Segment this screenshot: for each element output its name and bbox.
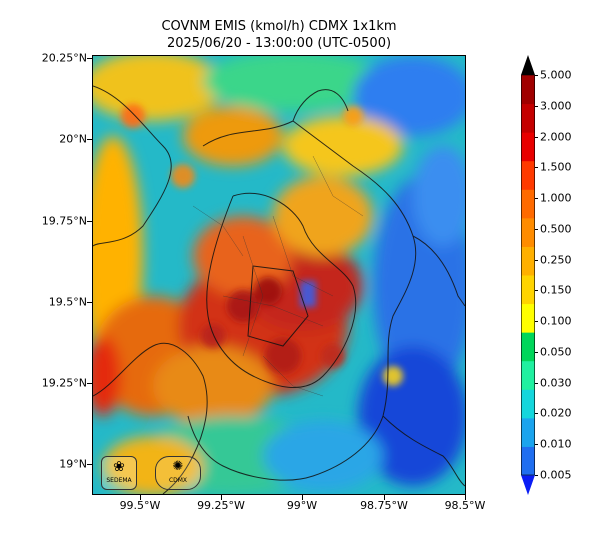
longitude-tick-mark bbox=[221, 495, 222, 500]
longitude-tick-label: 99.25°W bbox=[197, 499, 245, 512]
colorbar-max-arrow bbox=[521, 55, 535, 75]
latitude-tick-label: 20.25°N bbox=[41, 51, 87, 65]
longitude-tick-label: 99°W bbox=[286, 499, 318, 512]
latitude-tick-label: 20°N bbox=[59, 132, 87, 146]
second-logo: ✺ CDMX bbox=[155, 456, 201, 490]
sedema-logo: ❀ SEDEMA bbox=[101, 456, 137, 490]
latitude-tick-mark bbox=[87, 221, 92, 222]
colorbar-segment bbox=[521, 160, 535, 190]
colorbar-segment bbox=[521, 75, 535, 105]
colorbar-tick bbox=[535, 351, 538, 353]
latitude-tick-mark bbox=[87, 464, 92, 465]
latitude-tick-label: 19.5°N bbox=[48, 295, 87, 309]
colorbar-tick bbox=[535, 413, 538, 415]
colorbar-label: 5.000 bbox=[540, 68, 572, 82]
colorbar-segment bbox=[521, 446, 535, 476]
colorbar-label: 1.000 bbox=[540, 191, 572, 205]
colorbar-label: 2.000 bbox=[540, 130, 572, 144]
map-title: COVNM EMIS (kmol/h) CDMX 1x1km bbox=[161, 19, 397, 34]
sedema-logo-text: SEDEMA bbox=[106, 477, 132, 484]
colorbar-label: 0.030 bbox=[540, 376, 572, 390]
colorbar-tick bbox=[535, 167, 538, 169]
latitude-tick-mark bbox=[87, 58, 92, 59]
second-logo-text: CDMX bbox=[168, 477, 188, 484]
longitude-tick-mark bbox=[384, 495, 385, 500]
colorbar-segment bbox=[521, 275, 535, 305]
longitude-tick-label: 99.5°W bbox=[119, 499, 161, 512]
colorbar-label: 0.150 bbox=[540, 283, 572, 297]
latitude-tick-mark bbox=[87, 383, 92, 384]
tree-icon: ❀ bbox=[113, 459, 125, 475]
latitude-tick-mark bbox=[87, 302, 92, 303]
colorbar-tick bbox=[535, 228, 538, 230]
colorbar-tick bbox=[535, 382, 538, 384]
colorbar-segment bbox=[521, 217, 535, 247]
colorbar-tick bbox=[535, 136, 538, 138]
map-timestamp: 2025/06/20 - 13:00:00 (UTC-0500) bbox=[166, 36, 392, 51]
colorbar-label: 0.050 bbox=[540, 345, 572, 359]
colorbar-segment bbox=[521, 246, 535, 276]
emissions-field bbox=[93, 56, 465, 494]
colorbar-tick bbox=[535, 198, 538, 200]
colorbar-tick bbox=[535, 105, 538, 107]
longitude-tick-mark bbox=[140, 495, 141, 500]
colorbar-tick bbox=[535, 290, 538, 292]
latitude-tick-label: 19.25°N bbox=[41, 376, 87, 390]
longitude-tick-mark bbox=[465, 495, 466, 500]
colorbar-label: 0.010 bbox=[540, 437, 572, 451]
colorbar-outline bbox=[521, 74, 535, 476]
colorbar-segment bbox=[521, 103, 535, 133]
emissions-map: ❀ SEDEMA ✺ CDMX bbox=[92, 55, 466, 495]
longitude-tick-label: 98.5°W bbox=[444, 499, 486, 512]
colorbar-label: 3.000 bbox=[540, 99, 572, 113]
colorbar-tick bbox=[535, 321, 538, 323]
latitude-tick-mark bbox=[87, 139, 92, 140]
colorbar-tick bbox=[535, 75, 538, 76]
colorbar-label: 0.250 bbox=[540, 253, 572, 267]
colorbar-label: 0.100 bbox=[540, 314, 572, 328]
latitude-tick-label: 19°N bbox=[59, 457, 87, 471]
emblem-icon: ✺ bbox=[172, 459, 184, 474]
colorbar-segment bbox=[521, 189, 535, 219]
colorbar-label: 1.500 bbox=[540, 160, 572, 174]
longitude-tick-label: 98.75°W bbox=[360, 499, 408, 512]
longitude-tick-mark bbox=[302, 495, 303, 500]
colorbar-min-arrow bbox=[521, 475, 535, 495]
colorbar bbox=[521, 55, 535, 495]
colorbar-tick bbox=[535, 444, 538, 446]
colorbar-segment bbox=[521, 332, 535, 362]
colorbar-segment bbox=[521, 132, 535, 162]
colorbar-tick bbox=[535, 259, 538, 261]
colorbar-segment bbox=[521, 360, 535, 390]
latitude-tick-label: 19.75°N bbox=[41, 214, 87, 228]
colorbar-label: 0.500 bbox=[540, 222, 572, 236]
colorbar-tick bbox=[535, 475, 538, 476]
colorbar-segment bbox=[521, 303, 535, 333]
colorbar-label: 0.020 bbox=[540, 406, 572, 420]
colorbar-segment bbox=[521, 389, 535, 419]
colorbar-segment bbox=[521, 417, 535, 447]
colorbar-label: 0.005 bbox=[540, 468, 572, 482]
